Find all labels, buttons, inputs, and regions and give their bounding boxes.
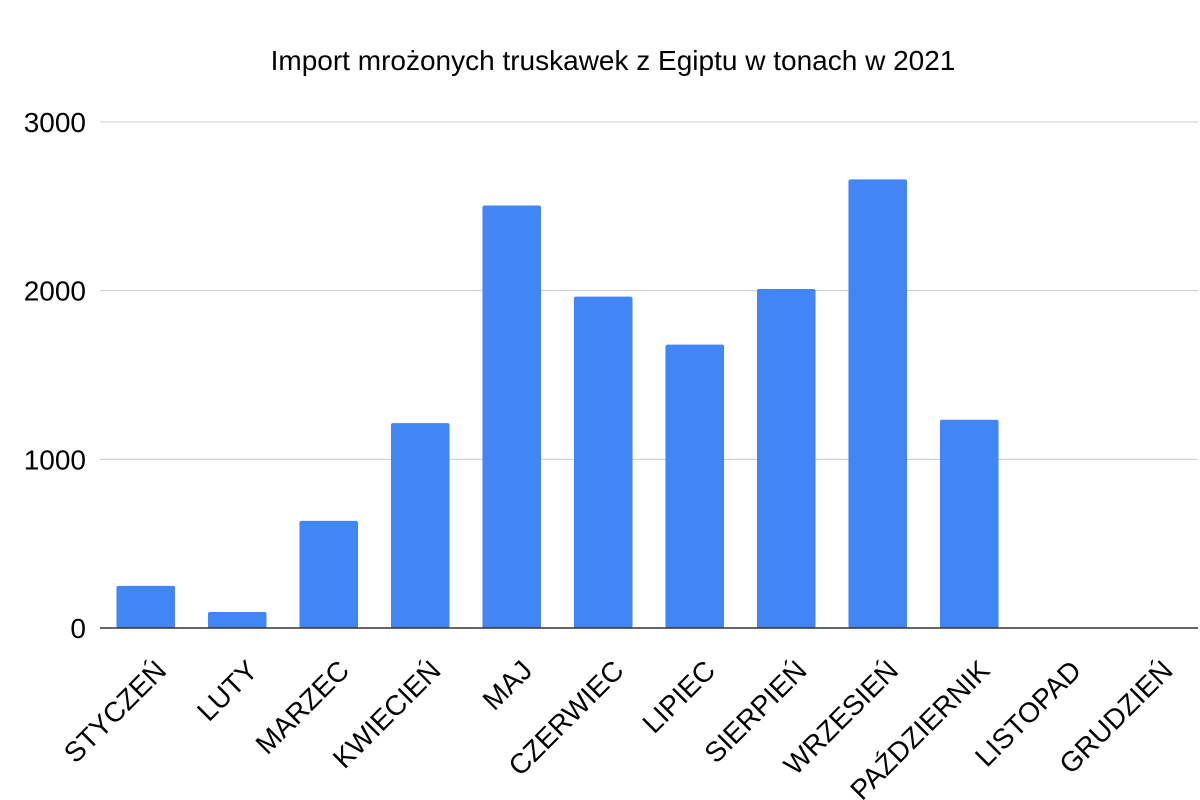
bar-5 [482,205,542,629]
y-axis-tick-labels: 0 1000 2000 3000 [24,107,86,644]
bar-2 [207,611,267,628]
x-tick-label: STYCZEŃ [58,654,172,768]
bar-7 [665,344,725,628]
bar-3 [299,520,359,628]
y-tick-label: 2000 [24,276,86,307]
x-tick-label: MAJ [477,654,539,716]
bar-4 [390,423,450,628]
bar-8 [756,288,816,628]
bar-1 [116,585,176,628]
y-tick-label: 0 [70,613,86,644]
grid-lines [100,121,1198,460]
y-tick-label: 3000 [24,107,86,138]
x-tick-label: LIPIEC [636,654,721,739]
x-tick-label: LUTY [191,654,264,727]
bars [116,179,999,629]
bar-9 [848,179,908,628]
chart-title: Import mrożonych truskawek z Egiptu w to… [271,45,956,76]
bar-6 [573,296,633,628]
bar-10 [939,419,999,628]
y-tick-label: 1000 [24,444,86,475]
